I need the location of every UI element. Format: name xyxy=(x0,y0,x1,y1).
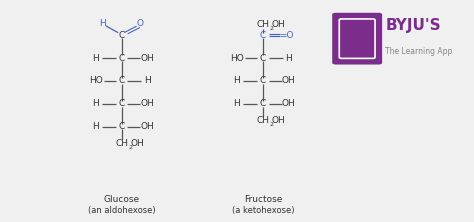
Text: (an aldohexose): (an aldohexose) xyxy=(88,206,155,215)
Text: C: C xyxy=(260,99,266,108)
Text: OH: OH xyxy=(141,54,155,63)
Text: OH: OH xyxy=(141,122,155,131)
Text: C: C xyxy=(260,31,266,40)
Text: H: H xyxy=(234,99,240,108)
Text: =O: =O xyxy=(279,31,294,40)
Text: 2: 2 xyxy=(128,145,132,150)
Text: C: C xyxy=(260,54,266,63)
Text: 2: 2 xyxy=(269,122,273,127)
Text: C: C xyxy=(260,76,266,85)
Text: H: H xyxy=(100,19,106,28)
Text: H: H xyxy=(92,122,99,131)
Text: H: H xyxy=(234,76,240,85)
Text: C: C xyxy=(118,122,125,131)
Text: CH: CH xyxy=(256,116,269,125)
Text: (a ketohexose): (a ketohexose) xyxy=(232,206,294,215)
Text: 2: 2 xyxy=(269,26,273,31)
Text: HO: HO xyxy=(89,76,102,85)
Text: H: H xyxy=(92,54,99,63)
Text: OH: OH xyxy=(282,99,296,108)
Text: HO: HO xyxy=(230,54,244,63)
Text: BYJU'S: BYJU'S xyxy=(385,18,441,33)
Text: OH: OH xyxy=(282,76,296,85)
Text: OH: OH xyxy=(141,99,155,108)
Text: CH: CH xyxy=(115,139,128,148)
Text: C: C xyxy=(118,31,125,40)
Text: OH: OH xyxy=(130,139,144,148)
Text: H: H xyxy=(285,54,292,63)
Text: H: H xyxy=(92,99,99,108)
Text: Fructose: Fructose xyxy=(244,195,282,204)
Text: The Learning App: The Learning App xyxy=(385,47,453,56)
FancyBboxPatch shape xyxy=(332,13,382,65)
Text: C: C xyxy=(118,76,125,85)
Text: OH: OH xyxy=(272,20,285,29)
Text: C: C xyxy=(118,99,125,108)
Text: C: C xyxy=(118,54,125,63)
Text: Glucose: Glucose xyxy=(103,195,140,204)
Text: CH: CH xyxy=(256,20,269,29)
Text: OH: OH xyxy=(272,116,285,125)
Text: H: H xyxy=(144,76,151,85)
Text: O: O xyxy=(137,19,144,28)
